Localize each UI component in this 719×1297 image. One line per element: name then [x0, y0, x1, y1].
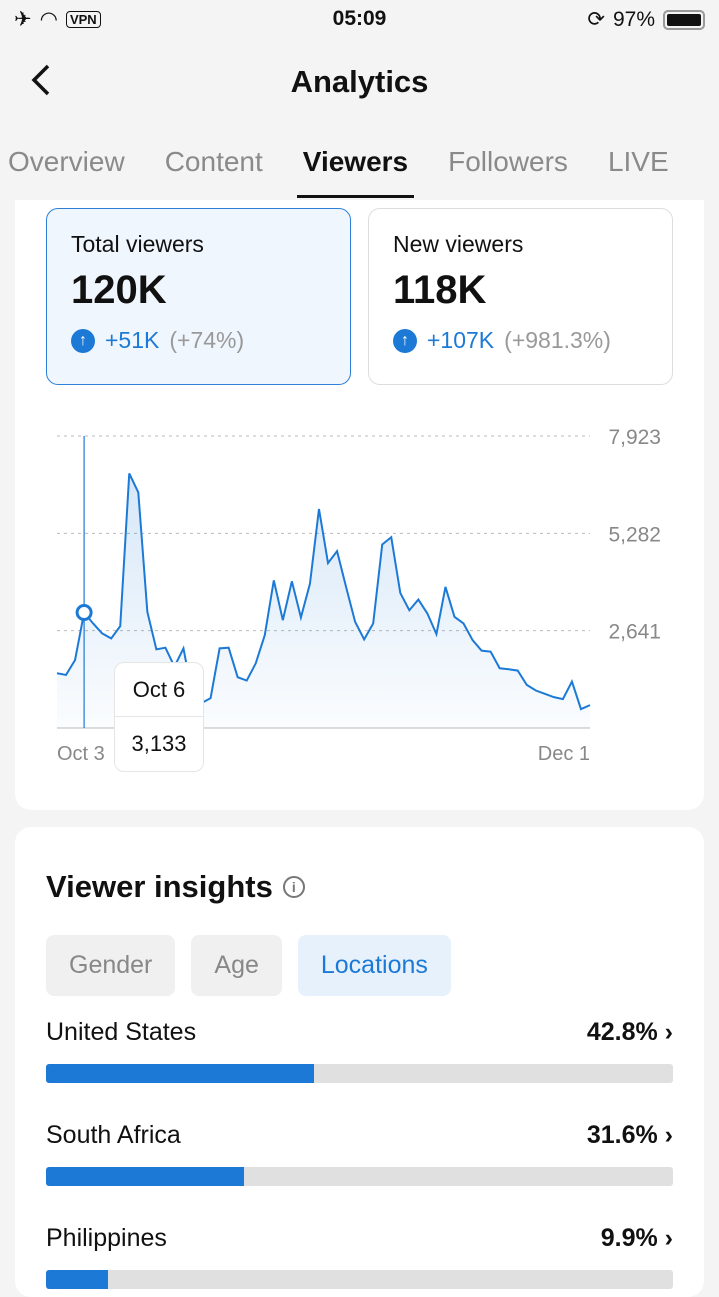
location-pct: 42.8% ›	[586, 1018, 673, 1046]
section-title: Viewer insights	[46, 869, 273, 904]
chevron-right-icon: ›	[664, 1121, 673, 1149]
wifi-icon: ◠	[39, 8, 58, 31]
tooltip-date: Oct 6	[115, 663, 203, 717]
area-fill	[57, 473, 590, 728]
tab-bar: Overview Content Viewers Followers LIVE	[0, 140, 689, 198]
stat-value: 118K	[393, 268, 487, 312]
chart-tooltip: Oct 6 3,133	[114, 662, 204, 772]
viewers-card: Total viewers 120K ↑ +51K (+74%) New viewe…	[15, 200, 704, 810]
location-bar	[46, 1167, 673, 1186]
location-item[interactable]: United States 42.8% ›	[46, 1018, 673, 1083]
y-tick-label: 7,923	[608, 426, 661, 449]
total-viewers-card[interactable]: Total viewers 120K ↑ +51K (+74%)	[46, 208, 351, 385]
chevron-right-icon: ›	[664, 1224, 673, 1252]
location-bar	[46, 1064, 673, 1083]
viewers-chart[interactable]: 2,641 5,282 7,923 Oct 3 Dec 1	[15, 200, 704, 800]
location-name: United States	[46, 1018, 197, 1046]
x-end-label: Dec 1	[538, 743, 590, 765]
arrow-up-icon: ↑	[393, 328, 417, 353]
battery-icon	[663, 9, 705, 30]
y-tick-label: 2,641	[608, 621, 661, 644]
tooltip-value: 3,133	[131, 731, 187, 756]
selected-point	[75, 604, 93, 622]
x-start-label: Oct 3	[57, 743, 105, 765]
location-pct: 9.9% ›	[600, 1224, 673, 1252]
location-pct: 31.6% ›	[586, 1121, 673, 1149]
orientation-lock-icon: ⟳	[587, 8, 605, 31]
back-button[interactable]	[28, 60, 58, 110]
tab-overview[interactable]: Overview	[8, 146, 125, 177]
vpn-badge: VPN	[65, 11, 101, 28]
stat-delta-pct: (+74%)	[169, 327, 245, 353]
y-tick-label: 5,282	[608, 523, 661, 546]
new-viewers-card[interactable]: New viewers 118K ↑ +107K (+981.3%)	[368, 208, 673, 385]
filter-gender[interactable]: Gender	[46, 935, 176, 996]
header: Analytics	[0, 50, 719, 110]
tab-content[interactable]: Content	[164, 146, 263, 177]
viewer-insights-card: Viewer insights i Gender Age Locations Un…	[15, 827, 704, 1297]
airplane-icon: ✈	[14, 8, 32, 31]
clock: 05:09	[332, 7, 387, 30]
stat-label: Total viewers	[71, 231, 204, 257]
page-title: Analytics	[290, 64, 429, 99]
chevron-right-icon: ›	[664, 1018, 673, 1046]
location-item[interactable]: Philippines 9.9% ›	[46, 1224, 673, 1289]
location-name: South Africa	[46, 1121, 181, 1149]
stat-delta: +51K	[105, 327, 160, 353]
battery-percent: 97%	[612, 7, 655, 31]
filter-locations[interactable]: Locations	[297, 935, 451, 996]
tab-live[interactable]: LIVE	[607, 146, 669, 177]
stat-delta: +107K	[427, 327, 495, 353]
stat-value: 120K	[71, 268, 167, 312]
stat-delta-pct: (+981.3%)	[504, 327, 611, 353]
series-line	[56, 473, 591, 711]
filter-age[interactable]: Age	[191, 935, 282, 996]
location-item[interactable]: South Africa 31.6% ›	[46, 1121, 673, 1186]
status-bar: ✈ ◠ VPN 05:09 ⟳ 97%	[0, 0, 719, 40]
stat-label: New viewers	[393, 231, 524, 257]
location-name: Philippines	[46, 1224, 167, 1252]
tab-followers[interactable]: Followers	[448, 146, 568, 177]
tab-viewers[interactable]: Viewers	[283, 140, 428, 198]
arrow-up-icon: ↑	[71, 328, 95, 353]
info-icon[interactable]: i	[282, 876, 305, 898]
